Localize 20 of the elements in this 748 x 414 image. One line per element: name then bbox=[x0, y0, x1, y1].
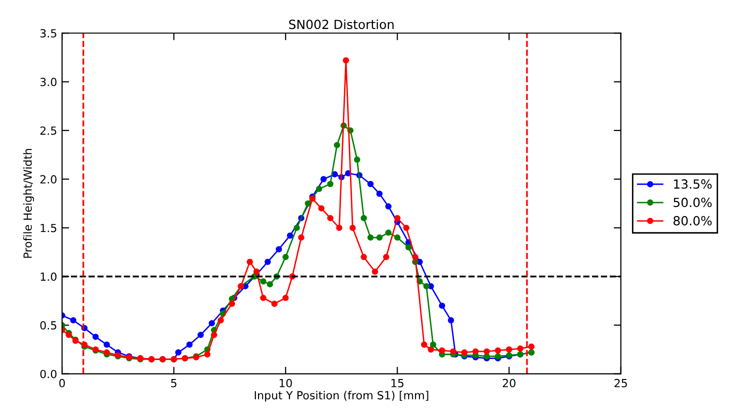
y-axis-title: Profile Height/Width bbox=[23, 149, 34, 258]
x-tick-label: 15 bbox=[391, 379, 404, 388]
legend-label: 13.5% bbox=[674, 179, 712, 189]
y-tick-label: 1.5 bbox=[40, 224, 56, 232]
chart-title: SN002 Distortion bbox=[289, 19, 394, 30]
x-axis-title: Input Y Position (from S1) [mm] bbox=[254, 390, 428, 402]
legend-label: 50.0% bbox=[674, 198, 712, 208]
x-tick-label: 0 bbox=[59, 378, 65, 388]
y-tick-label: 1.0 bbox=[40, 272, 56, 281]
y-tick-label: 3.5 bbox=[40, 29, 56, 38]
y-tick-label: 0.0 bbox=[40, 370, 56, 378]
x-tick-label: 25 bbox=[614, 378, 627, 388]
legend-label: 80.0% bbox=[674, 216, 712, 226]
y-tick-label: 3.0 bbox=[40, 78, 56, 86]
y-tick-label: 0.5 bbox=[40, 321, 56, 330]
y-tick-label: 2.0 bbox=[40, 175, 56, 184]
y-tick-label: 2.5 bbox=[40, 126, 56, 135]
x-tick-label: 20 bbox=[502, 378, 516, 388]
x-tick-label: 5 bbox=[171, 379, 176, 388]
x-tick-label: 10 bbox=[280, 378, 292, 388]
